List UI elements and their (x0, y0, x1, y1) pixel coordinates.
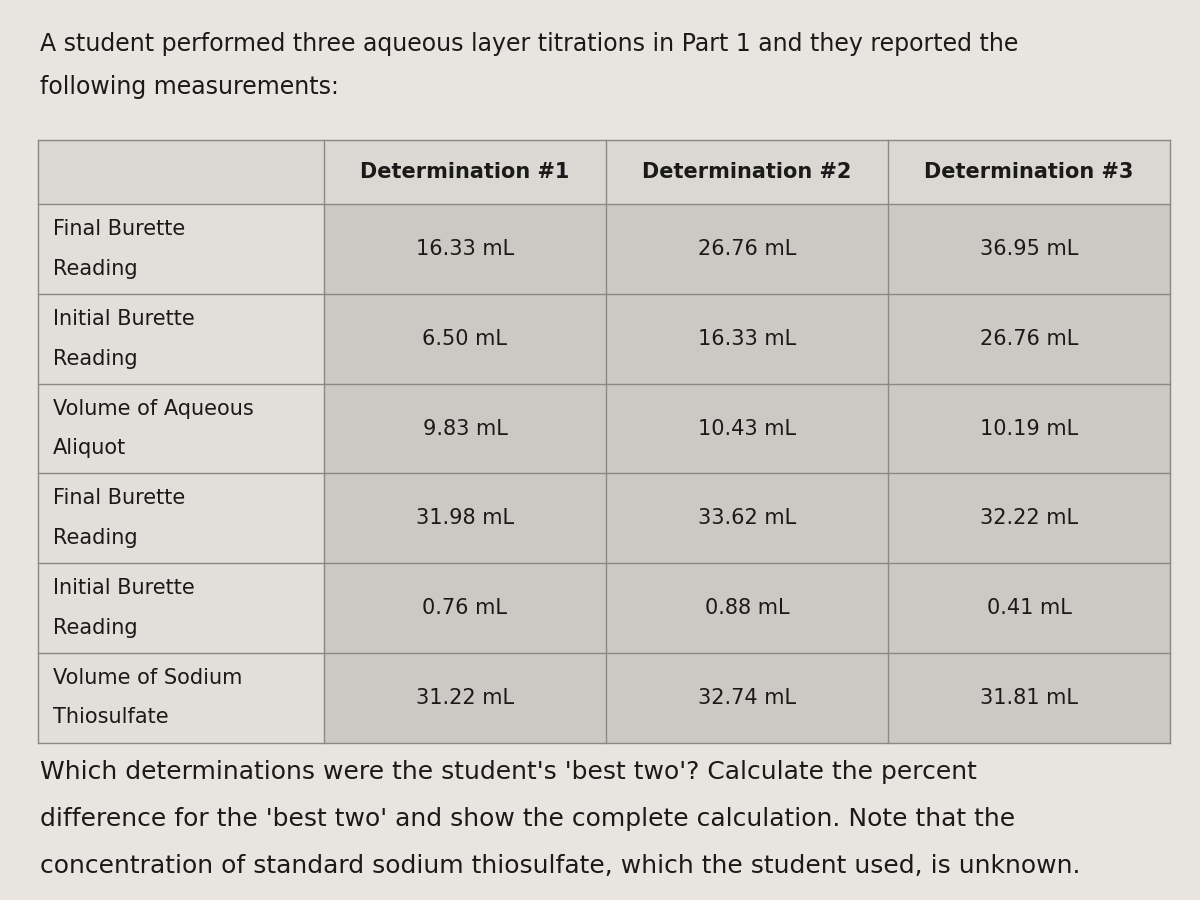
Text: Reading: Reading (53, 348, 138, 369)
Text: A student performed three aqueous layer titrations in Part 1 and they reported t: A student performed three aqueous layer … (40, 32, 1018, 56)
Bar (888, 383, 1170, 473)
Text: 26.76 mL: 26.76 mL (698, 239, 796, 259)
Text: Determination #1: Determination #1 (360, 162, 570, 182)
Bar (324, 383, 606, 473)
Text: Initial Burette: Initial Burette (53, 309, 194, 329)
Text: 0.88 mL: 0.88 mL (704, 598, 790, 618)
Bar (38, 140, 1170, 204)
Bar (888, 294, 1170, 383)
Bar (324, 563, 606, 652)
Text: 6.50 mL: 6.50 mL (422, 328, 508, 349)
Text: 0.41 mL: 0.41 mL (986, 598, 1072, 618)
Text: Which determinations were the student's 'best two'? Calculate the percent: Which determinations were the student's … (40, 760, 977, 785)
Bar (888, 652, 1170, 742)
Text: 32.22 mL: 32.22 mL (980, 508, 1078, 528)
Text: 10.43 mL: 10.43 mL (698, 418, 796, 438)
Text: Volume of Aqueous: Volume of Aqueous (53, 399, 253, 418)
Bar (324, 652, 606, 742)
Bar (888, 204, 1170, 294)
Bar (38, 383, 324, 473)
Bar (606, 652, 888, 742)
Text: 31.81 mL: 31.81 mL (980, 688, 1078, 707)
Text: 26.76 mL: 26.76 mL (980, 328, 1078, 349)
Bar (38, 563, 324, 652)
Text: 32.74 mL: 32.74 mL (698, 688, 796, 707)
Text: 16.33 mL: 16.33 mL (698, 328, 796, 349)
Text: following measurements:: following measurements: (40, 75, 338, 99)
Text: Determination #2: Determination #2 (642, 162, 852, 182)
Text: 33.62 mL: 33.62 mL (698, 508, 796, 528)
Text: 31.22 mL: 31.22 mL (416, 688, 514, 707)
Text: 31.98 mL: 31.98 mL (416, 508, 514, 528)
Bar (38, 473, 324, 563)
Text: 36.95 mL: 36.95 mL (980, 239, 1078, 259)
Bar (324, 473, 606, 563)
Bar (888, 563, 1170, 652)
Bar (606, 294, 888, 383)
Bar (324, 294, 606, 383)
Bar (606, 563, 888, 652)
Text: Thiosulfate: Thiosulfate (53, 707, 168, 727)
Text: Reading: Reading (53, 528, 138, 548)
Text: Final Burette: Final Burette (53, 489, 185, 508)
Bar (324, 204, 606, 294)
Bar (38, 294, 324, 383)
Bar (888, 473, 1170, 563)
Text: Initial Burette: Initial Burette (53, 578, 194, 599)
Text: Volume of Sodium: Volume of Sodium (53, 668, 242, 688)
Text: Aliquot: Aliquot (53, 438, 126, 458)
Text: 16.33 mL: 16.33 mL (416, 239, 514, 259)
Text: Final Burette: Final Burette (53, 220, 185, 239)
Text: 0.76 mL: 0.76 mL (422, 598, 508, 618)
Text: Determination #3: Determination #3 (924, 162, 1134, 182)
Text: Reading: Reading (53, 259, 138, 279)
Text: 9.83 mL: 9.83 mL (422, 418, 508, 438)
Bar (38, 140, 1170, 742)
Text: concentration of standard sodium thiosulfate, which the student used, is unknown: concentration of standard sodium thiosul… (40, 854, 1080, 878)
Bar (606, 383, 888, 473)
Bar (38, 204, 324, 294)
Bar (606, 473, 888, 563)
Text: Reading: Reading (53, 617, 138, 638)
Bar (38, 652, 324, 742)
Text: 10.19 mL: 10.19 mL (980, 418, 1078, 438)
Text: difference for the 'best two' and show the complete calculation. Note that the: difference for the 'best two' and show t… (40, 807, 1015, 832)
Bar (606, 204, 888, 294)
